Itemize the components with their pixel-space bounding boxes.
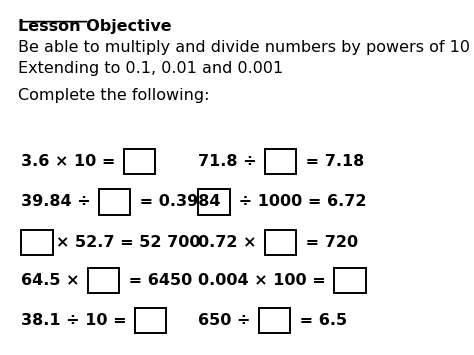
Text: 39.84 ÷: 39.84 ÷ — [21, 195, 97, 209]
Text: = 0.3984: = 0.3984 — [134, 195, 220, 209]
Text: Extending to 0.1, 0.01 and 0.001: Extending to 0.1, 0.01 and 0.001 — [18, 61, 283, 76]
Text: ÷ 1000 = 6.72: ÷ 1000 = 6.72 — [234, 195, 367, 209]
Text: Be able to multiply and divide numbers by powers of 10: Be able to multiply and divide numbers b… — [18, 40, 470, 55]
Text: 0.72 ×: 0.72 × — [199, 235, 263, 250]
Bar — [199, 189, 230, 214]
Bar — [264, 230, 296, 255]
Text: × 52.7 = 52 700: × 52.7 = 52 700 — [56, 235, 201, 250]
Text: 71.8 ÷: 71.8 ÷ — [199, 154, 263, 169]
Text: Lesson Objective: Lesson Objective — [18, 18, 171, 33]
Bar — [99, 189, 130, 214]
Text: 650 ÷: 650 ÷ — [199, 313, 256, 328]
Bar — [259, 308, 290, 333]
Text: Complete the following:: Complete the following: — [18, 88, 209, 103]
Bar — [88, 268, 119, 293]
Bar — [135, 308, 166, 333]
Text: 38.1 ÷ 10 =: 38.1 ÷ 10 = — [21, 313, 132, 328]
Text: = 6.5: = 6.5 — [294, 313, 347, 328]
Text: 0.004 × 100 =: 0.004 × 100 = — [199, 273, 332, 288]
Text: = 720: = 720 — [300, 235, 358, 250]
Bar — [124, 149, 155, 174]
Bar — [334, 268, 365, 293]
Text: = 7.18: = 7.18 — [300, 154, 364, 169]
Bar — [265, 149, 296, 174]
Text: 64.5 ×: 64.5 × — [21, 273, 85, 288]
Bar — [21, 230, 53, 255]
Text: = 6450: = 6450 — [123, 273, 192, 288]
Text: 3.6 × 10 =: 3.6 × 10 = — [21, 154, 121, 169]
